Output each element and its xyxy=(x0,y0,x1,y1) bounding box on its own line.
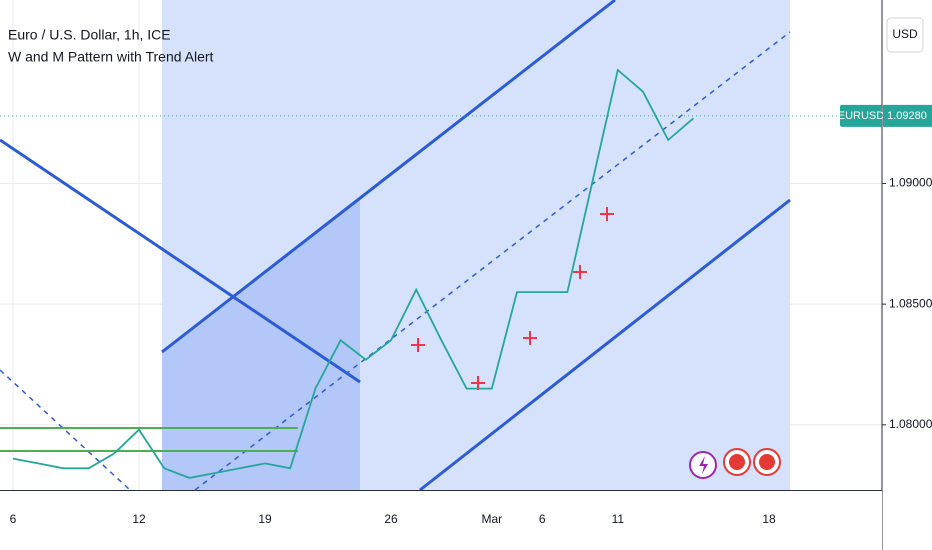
trend-line xyxy=(0,138,361,384)
time-axis xyxy=(0,491,882,550)
flag-icon xyxy=(729,454,745,470)
signal-markers xyxy=(411,207,614,390)
event-icon-glyph xyxy=(699,456,708,474)
currency-button[interactable] xyxy=(886,17,924,53)
last-price-label: 1.09280 xyxy=(887,110,927,122)
y-tick-label: 1.09000 xyxy=(889,176,932,190)
price-line xyxy=(12,68,694,479)
channel-shade xyxy=(162,198,360,490)
x-tick-label: 26 xyxy=(384,512,398,526)
chart-title: Euro / U.S. Dollar, 1h, ICE xyxy=(8,27,171,43)
x-tick-label: 18 xyxy=(762,512,776,526)
currency: USD xyxy=(892,27,918,41)
x-tick-label: 12 xyxy=(132,512,146,526)
x-tick-label: 6 xyxy=(10,512,17,526)
x-tick-label: 6 xyxy=(539,512,546,526)
x-tick-label: 19 xyxy=(258,512,272,526)
symbol-label: EURUSD xyxy=(838,110,885,122)
x-tick-label: 11 xyxy=(612,512,625,526)
x-tick-label: Mar xyxy=(481,512,502,526)
y-tick-label: 1.08000 xyxy=(889,417,932,431)
channel-lower xyxy=(419,198,791,492)
price-tag xyxy=(883,104,932,127)
y-tick-label: 1.08500 xyxy=(889,296,932,310)
symbol-tag xyxy=(840,104,882,127)
indicator-name: W and M Pattern with Trend Alert xyxy=(8,49,214,65)
channel-upper xyxy=(161,0,616,354)
flag-icon xyxy=(759,454,775,470)
price-axis xyxy=(882,0,932,550)
